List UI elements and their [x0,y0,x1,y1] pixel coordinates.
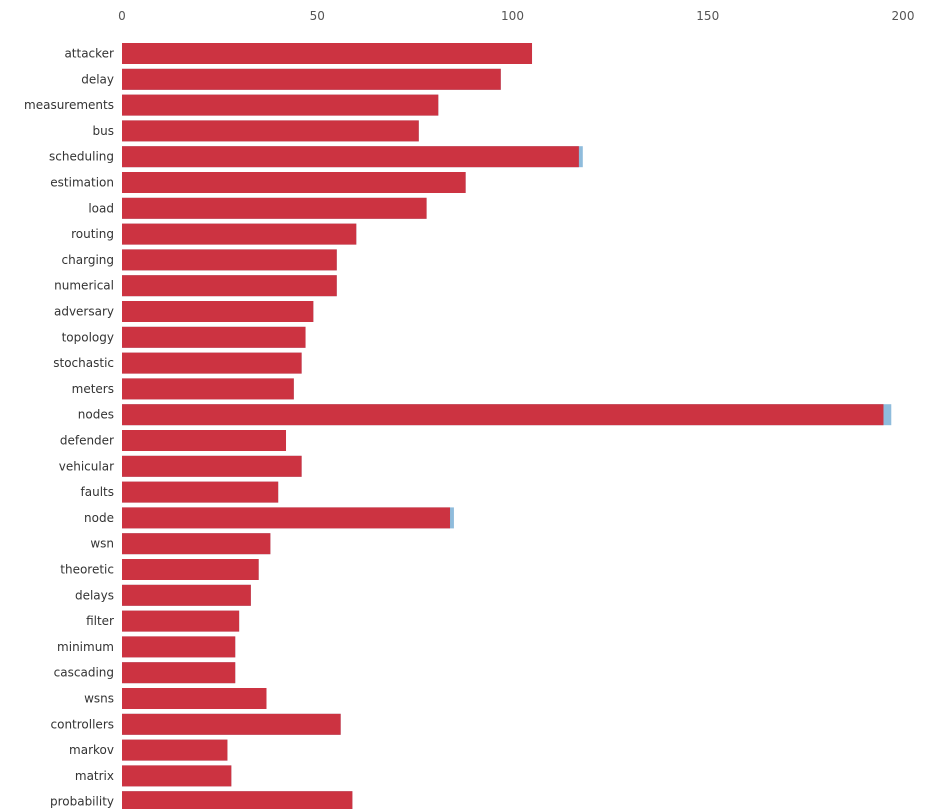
category-label: vehicular [59,459,114,473]
bar [122,326,306,348]
bar [122,352,302,374]
bar [122,765,232,787]
bar [122,223,357,245]
category-label: bus [93,124,114,138]
bar [122,378,294,400]
bar [122,481,279,503]
bar [122,68,501,90]
bar [122,120,419,142]
x-tick-label: 150 [696,9,719,23]
category-label: cascading [54,666,114,680]
bar [122,791,353,809]
category-label: measurements [24,98,114,112]
bar [122,172,466,193]
bars [122,43,892,809]
bar [122,559,259,580]
category-label: nodes [78,408,114,422]
category-label: faults [81,485,114,499]
category-label: stochastic [53,356,114,370]
category-label: attacker [64,47,114,61]
bar [122,455,302,477]
x-tick-label: 100 [501,9,524,23]
x-tick-label: 50 [310,9,325,23]
category-label: defender [60,434,114,448]
x-tick-label: 0 [118,9,126,23]
category-label: minimum [57,640,114,654]
bar [122,275,337,297]
bar [122,610,240,632]
category-label: node [84,511,114,525]
category-label: probability [50,795,114,809]
category-label: numerical [54,279,114,293]
bar [122,430,287,451]
x-tick-label: 200 [892,9,915,23]
x-axis-ticks: 0 50 100 150 200 [118,9,914,23]
bar [122,301,314,322]
category-label: topology [62,330,114,344]
category-label: adversary [54,305,114,319]
bar [122,636,236,658]
bar [122,662,236,684]
category-label: markov [69,743,114,757]
bar [122,197,427,219]
category-label: wsn [90,537,114,551]
bar [122,584,251,606]
category-labels: attacker delay measurements bus scheduling es… [24,47,114,809]
category-label: meters [72,382,114,396]
bar [122,739,228,761]
category-label: wsns [84,692,114,706]
category-label: filter [86,614,114,628]
category-label: delays [75,588,114,602]
category-label: load [88,201,114,215]
bar [122,404,884,426]
category-label: matrix [75,769,114,783]
bar [122,507,451,529]
bar [122,249,337,271]
category-label: charging [62,253,114,267]
bar [122,688,267,709]
bar [122,533,271,555]
bar [122,713,341,735]
bar [122,43,533,64]
category-label: theoretic [60,563,114,577]
category-label: delay [81,72,114,86]
bar [122,94,439,116]
category-label: scheduling [49,150,114,164]
bar [122,146,579,168]
category-label: routing [71,227,114,241]
category-label: controllers [51,717,115,731]
category-label: estimation [50,176,114,190]
